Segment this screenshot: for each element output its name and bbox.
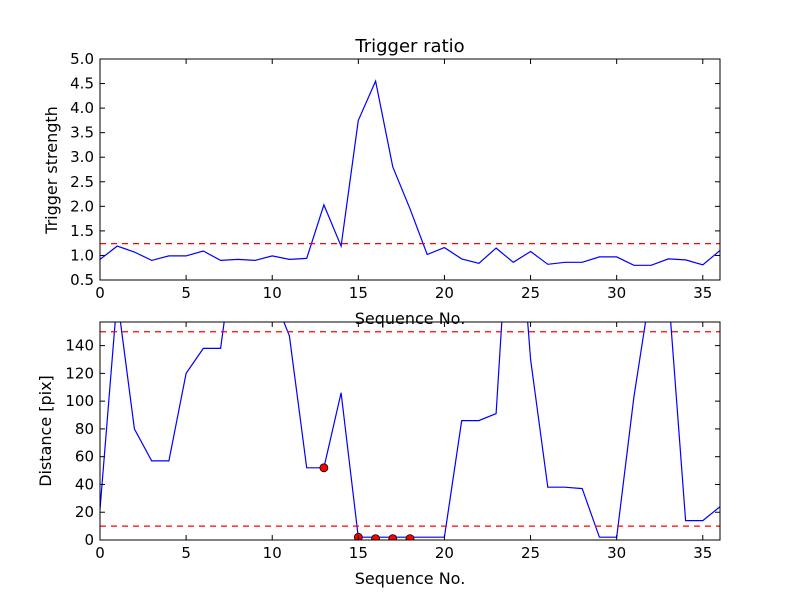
y-axis-label-top: Trigger strength [42, 106, 61, 235]
y-tick-label: 60 [75, 448, 94, 466]
y-axis-label-bottom: Distance [pix] [36, 375, 55, 487]
trigger-ratio-panel: 0 5 10 15 20 25 30 35 0.5 1.0 1.5 2.0 2.5 3.0 3.5 4.0 4.… [42, 36, 721, 328]
distance-marker [405, 534, 415, 540]
y-tick-label: 0.5 [70, 271, 94, 289]
x-tick-label: 5 [181, 284, 191, 302]
chart-title: Trigger ratio [354, 36, 464, 57]
y-tick-label: 5.0 [70, 50, 94, 68]
y-tick-label: 2.0 [70, 197, 94, 215]
x-tick-label: 0 [95, 284, 105, 302]
x-tick-label: 35 [693, 544, 712, 562]
distance-frame [99, 321, 721, 541]
x-tick-label: 10 [263, 544, 282, 562]
x-tick-label: 5 [181, 544, 191, 562]
trigger-series-line [100, 79, 720, 266]
distance-panel: 0 5 10 15 20 25 30 35 0 20 40 60 80 100 120 140 Sequenc… [36, 321, 721, 588]
distance-marker [319, 463, 329, 473]
y-tick-label: 40 [75, 475, 94, 493]
trigger-ratio-series-layer [100, 79, 720, 266]
y-tick-label: 2.5 [70, 173, 94, 191]
y-tick-label: 3.5 [70, 124, 94, 142]
x-tick-label: 35 [693, 284, 712, 302]
trigger-ratio-frame [99, 58, 721, 281]
y-tick-label: 120 [65, 364, 94, 382]
y-tick-label: 100 [65, 392, 94, 410]
distance-marker [371, 534, 380, 540]
x-tick-label: 25 [521, 284, 540, 302]
y-tick-label: 3.0 [70, 148, 94, 166]
x-tick-label: 20 [435, 544, 454, 562]
y-tick-label: 20 [75, 503, 94, 521]
x-tick-label: 10 [263, 284, 282, 302]
trigger-ratio-ticks: 0 5 10 15 20 25 30 35 0.5 1.0 1.5 2.0 2.5 3.0 3.5 4.0 4.… [70, 50, 720, 302]
y-tick-label: 0 [84, 531, 94, 549]
x-axis-label-bottom: Sequence No. [355, 569, 466, 588]
y-tick-label: 80 [75, 420, 94, 438]
x-axis-label-top: Sequence No. [355, 309, 466, 328]
x-tick-label: 0 [95, 544, 105, 562]
y-tick-label: 4.5 [70, 75, 94, 93]
distance-marker [388, 534, 398, 540]
x-tick-label: 30 [607, 544, 626, 562]
x-tick-label: 25 [521, 544, 540, 562]
y-tick-label: 1.0 [70, 246, 94, 264]
x-tick-label: 30 [607, 284, 626, 302]
y-tick-label: 4.0 [70, 99, 94, 117]
distance-ticks: 0 5 10 15 20 25 30 35 0 20 40 60 80 100 120 140 [65, 322, 720, 562]
x-tick-label: 15 [349, 284, 368, 302]
x-tick-label: 20 [435, 284, 454, 302]
y-tick-label: 1.5 [70, 222, 94, 240]
x-tick-label: 15 [349, 544, 368, 562]
y-tick-label: 140 [65, 337, 94, 355]
